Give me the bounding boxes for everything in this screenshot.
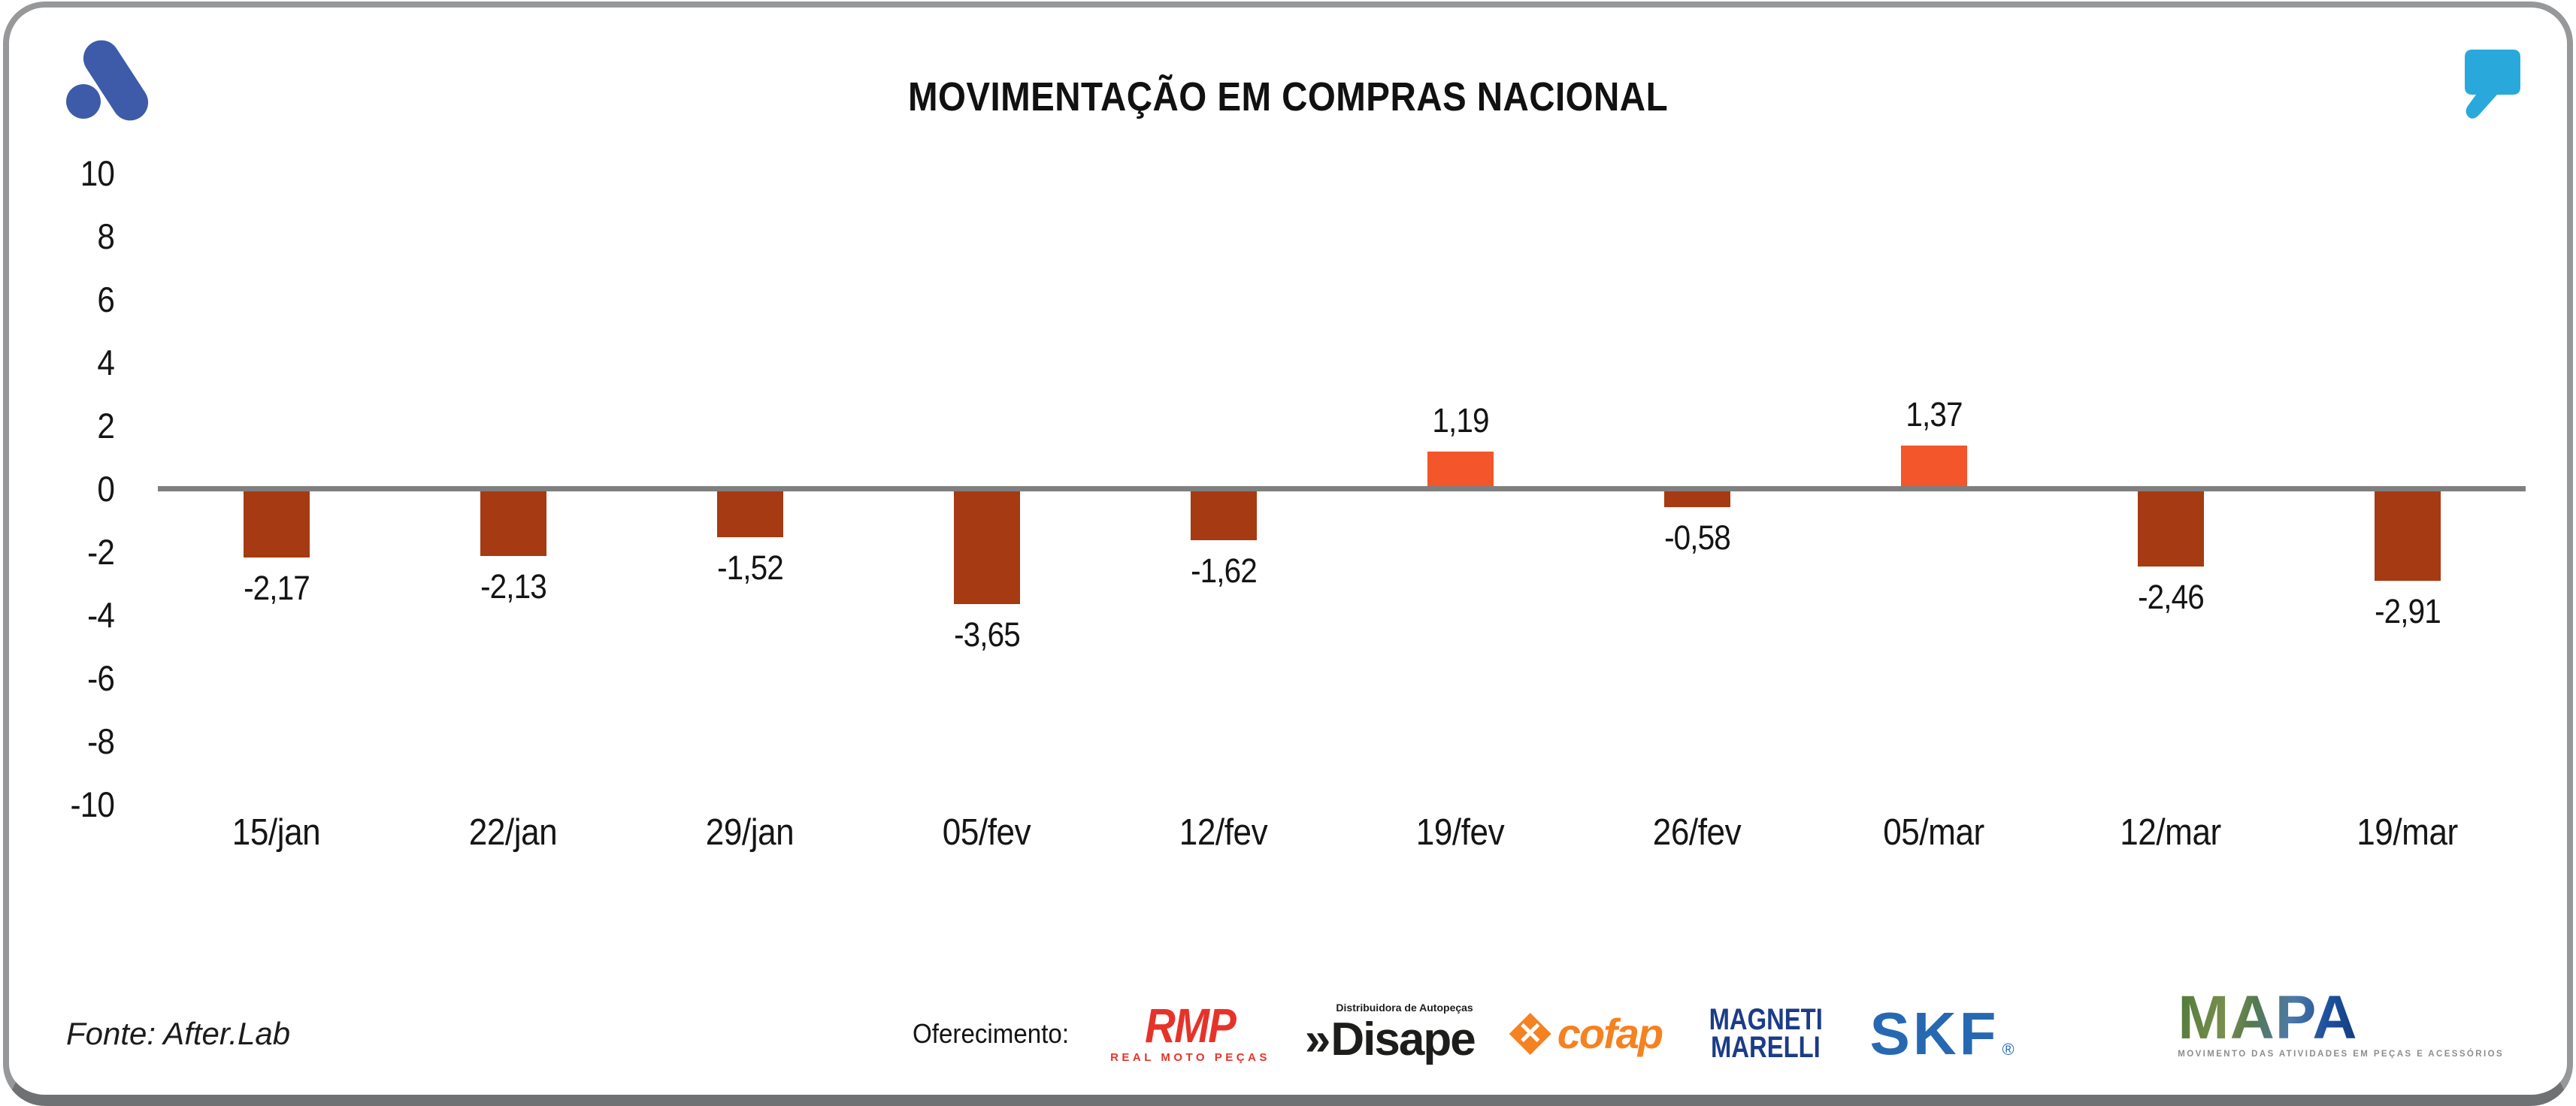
x-diamond-icon: ✕ xyxy=(1509,1013,1551,1055)
bar-value-label-15/jan: -2,17 xyxy=(243,569,310,608)
bar-19/fev xyxy=(1427,452,1494,489)
mapa-logo-subtitle: MOVIMENTO DAS ATIVIDADES EM PEÇAS E ACES… xyxy=(2178,1049,2504,1059)
bar-value-label-05/mar: 1,37 xyxy=(1905,395,1963,434)
bar-value-label-22/jan: -2,13 xyxy=(480,567,547,606)
chart-title: MOVIMENTAÇÃO EM COMPRAS NACIONAL xyxy=(907,74,1669,119)
disape-logo-text: »Disape xyxy=(1304,1014,1476,1065)
x-axis-line xyxy=(158,486,2526,491)
disape-logo: Distribuidora de Autopeças »Disape xyxy=(1304,1002,1476,1065)
title-row: MOVIMENTAÇÃO EM COMPRAS NACIONAL xyxy=(0,74,2576,120)
mapa-logo: MAPA MOVIMENTO DAS ATIVIDADES EM PEÇAS E… xyxy=(2178,984,2504,1059)
y-tick--4: -4 xyxy=(87,595,115,635)
y-tick-2: 2 xyxy=(97,406,115,446)
x-tick-26/fev: 26/fev xyxy=(1652,812,1742,853)
bar-column-19/mar: -2,91 xyxy=(2289,174,2526,805)
x-tick-22/jan: 22/jan xyxy=(468,812,558,853)
y-tick--2: -2 xyxy=(87,532,115,572)
y-tick--8: -8 xyxy=(87,721,115,761)
rmp-logo: RMP REAL MOTO PEÇAS xyxy=(1110,998,1270,1065)
bar-value-label-19/fev: 1,19 xyxy=(1431,401,1489,440)
bar-column-22/jan: -2,13 xyxy=(395,174,631,805)
bar-12/fev xyxy=(1190,489,1257,541)
skf-logo-text: SKF xyxy=(1869,1000,1999,1067)
bar-column-12/mar: -2,46 xyxy=(2052,174,2289,805)
bar-column-05/mar: 1,37 xyxy=(1815,174,2052,805)
x-tick-12/mar: 12/mar xyxy=(2120,812,2221,853)
bar-column-29/jan: -1,52 xyxy=(631,174,868,805)
source-text: Fonte: After.Lab xyxy=(66,1016,291,1051)
bar-22/jan xyxy=(480,489,546,557)
bar-column-12/fev: -1,62 xyxy=(1105,174,1342,805)
bar-value-label-12/fev: -1,62 xyxy=(1190,551,1258,591)
bar-value-label-29/jan: -1,52 xyxy=(716,548,784,587)
bar-value-label-05/fev: -3,65 xyxy=(953,615,1021,654)
bar-12/mar xyxy=(2137,489,2204,567)
skf-logo: SKF ® xyxy=(1869,1000,2014,1067)
cofap-logo-text: cofap xyxy=(1557,1010,1663,1057)
x-tick-15/jan: 15/jan xyxy=(232,812,321,853)
y-axis: 10 8 6 4 2 0 -2 -4 -6 -8 -10 xyxy=(0,0,115,902)
rmp-logo-subtitle: REAL MOTO PEÇAS xyxy=(1110,1051,1270,1065)
bar-value-label-12/mar: -2,46 xyxy=(2137,578,2205,617)
bar-19/mar xyxy=(2374,489,2441,582)
bar-29/jan xyxy=(716,489,783,537)
sponsors-row: Oferecimento: RMP REAL MOTO PEÇAS Distri… xyxy=(906,990,2014,1077)
quote-mark-icon xyxy=(2465,50,2520,119)
plot-area: -2,17 -2,13 -1,52 -3,65 -1,62 1,19 -0,58 1,37 -2… xyxy=(158,174,2526,805)
disape-chevrons-icon: » xyxy=(1304,1014,1331,1065)
mapa-logo-text: MAPA xyxy=(2178,984,2358,1052)
magneti-marelli-logo: MAGNETI MARELLI xyxy=(1697,1003,1835,1064)
y-tick-4: 4 xyxy=(97,343,115,382)
bar-15/jan xyxy=(243,489,310,558)
bar-column-15/jan: -2,17 xyxy=(158,174,395,805)
magneti-line: MAGNETI xyxy=(1709,1003,1823,1037)
cofap-logo: ✕ cofap xyxy=(1509,1010,1663,1057)
bar-value-label-26/fev: -0,58 xyxy=(1663,518,1731,558)
afterlab-a-logo xyxy=(65,33,161,128)
y-tick-8: 8 xyxy=(97,216,115,256)
x-tick-19/fev: 19/fev xyxy=(1415,812,1505,853)
x-tick-19/mar: 19/mar xyxy=(2357,812,2458,853)
bar-column-05/fev: -3,65 xyxy=(868,174,1105,805)
bar-column-26/fev: -0,58 xyxy=(1579,174,1815,805)
disape-logo-subtitle: Distribuidora de Autopeças xyxy=(1336,1002,1473,1014)
x-axis-labels: 15/jan 22/jan 29/jan 05/fev 12/fev 19/fev 26/f… xyxy=(158,811,2526,854)
bar-column-19/fev: 1,19 xyxy=(1342,174,1579,805)
x-tick-05/fev: 05/fev xyxy=(942,812,1031,853)
x-tick-05/mar: 05/mar xyxy=(1883,812,1984,853)
marelli-line: MARELLI xyxy=(1711,1031,1821,1064)
rmp-logo-text: RMP xyxy=(1145,998,1237,1053)
sponsors-label: Oferecimento: xyxy=(913,1018,1070,1049)
y-tick-6: 6 xyxy=(97,280,115,319)
registered-mark: ® xyxy=(2002,1040,2014,1059)
y-tick--10: -10 xyxy=(70,784,115,824)
logo-dot xyxy=(66,84,101,119)
bar-05/mar xyxy=(1900,446,1967,489)
x-tick-12/fev: 12/fev xyxy=(1179,812,1268,853)
bar-05/fev xyxy=(953,489,1020,605)
y-tick-0: 0 xyxy=(97,469,115,509)
y-tick--6: -6 xyxy=(87,658,115,698)
bar-value-label-19/mar: -2,91 xyxy=(2374,592,2441,631)
x-tick-29/jan: 29/jan xyxy=(705,812,795,853)
bar-26/fev xyxy=(1663,489,1730,508)
y-tick-10: 10 xyxy=(80,153,115,193)
